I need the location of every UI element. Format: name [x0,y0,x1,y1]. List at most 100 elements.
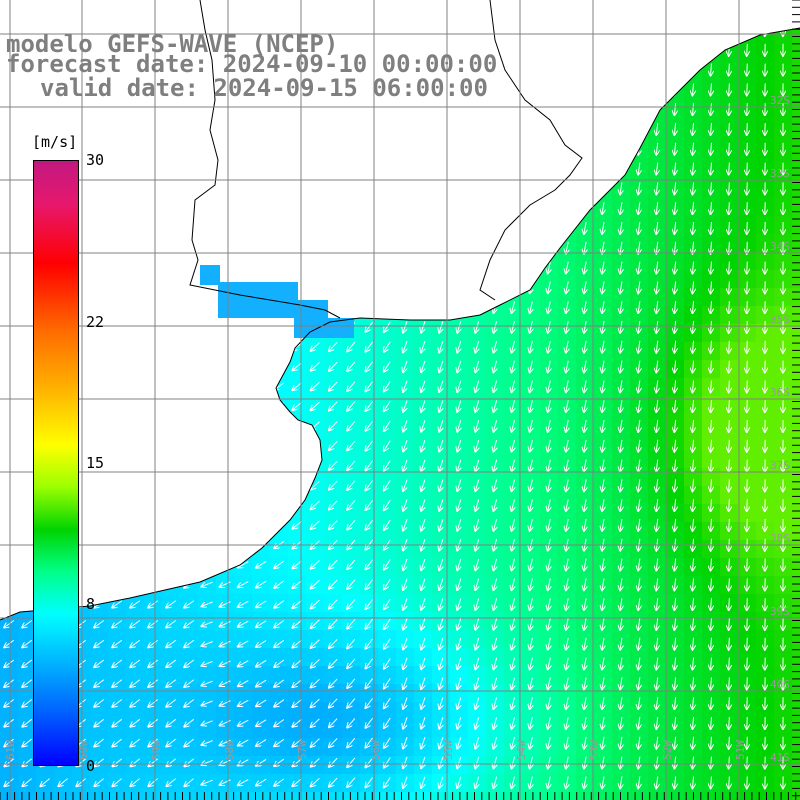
wind-cell [126,756,145,775]
wind-cell [648,306,667,325]
wind-cell [486,468,505,487]
wind-cell [774,288,793,307]
wind-cell [432,558,451,577]
wind-cell [342,756,361,775]
wind-cell [252,756,271,775]
wind-cell [522,288,541,307]
valid-date: valid date: 2024-09-15 06:00:00 [40,74,488,102]
wind-cell [396,792,415,800]
wind-cell [360,504,379,523]
wind-cell [522,360,541,379]
wind-cell [540,450,559,469]
wind-cell [306,576,325,595]
wind-cell [432,432,451,451]
wind-cell [720,468,739,487]
wind-cell [612,288,631,307]
wind-cell [504,450,523,469]
wind-cell [468,702,487,721]
wind-cell [270,792,289,800]
wind-cell [504,486,523,505]
wind-cell [360,360,379,379]
wind-cell [162,612,181,631]
wind-cell [306,702,325,721]
wind-cell [468,486,487,505]
wind-cell [666,270,685,289]
wind-cell [342,684,361,703]
wind-cell [180,774,199,793]
wind-cell [756,468,775,487]
wind-cell [666,252,685,271]
wind-cell [0,792,19,800]
wind-cell [792,126,800,145]
wind-cell [576,306,595,325]
wind-cell [558,630,577,649]
wind-cell [432,612,451,631]
wind-cell [144,612,163,631]
wind-cell [450,630,469,649]
wind-cell [702,486,721,505]
wind-cell [144,702,163,721]
wind-cell [756,108,775,127]
wind-cell [630,792,649,800]
wind-cell [486,558,505,577]
wind-cell [306,666,325,685]
wind-cell [468,432,487,451]
wind-cell [684,504,703,523]
wind-cell [126,738,145,757]
wind-cell [342,702,361,721]
wind-cell [792,468,800,487]
wind-cell [252,594,271,613]
wind-cell [252,666,271,685]
wind-cell [540,702,559,721]
wind-cell [468,450,487,469]
wind-cell [108,702,127,721]
wind-cell [324,684,343,703]
wind-cell [414,414,433,433]
wind-vector [747,162,748,175]
wind-cell [360,666,379,685]
wind-cell [414,360,433,379]
wind-cell [468,612,487,631]
wind-cell [756,252,775,271]
wind-cell [648,450,667,469]
wind-cell [792,198,800,217]
wind-cell [396,378,415,397]
colorbar-tick-label: 22 [86,312,105,331]
wind-cell [630,486,649,505]
wind-cell [18,774,37,793]
wind-cell [432,360,451,379]
wind-cell [558,306,577,325]
wind-cell [162,684,181,703]
wind-cell [0,774,19,793]
wind-cell [450,702,469,721]
wind-cell [396,450,415,469]
wind-cell [486,684,505,703]
wind-cell [540,270,559,289]
wind-cell [270,540,289,559]
wind-cell [630,450,649,469]
wind-cell [306,342,325,361]
wind-cell [108,738,127,757]
wind-vector [747,261,748,274]
wind-cell [198,612,217,631]
wind-cell [756,306,775,325]
wind-cell [738,450,757,469]
wind-cell [792,396,800,415]
wind-cell [594,306,613,325]
wind-vector [747,697,748,709]
wind-cell [756,72,775,91]
wind-cell [432,486,451,505]
wind-cell [738,486,757,505]
latitude-label: 34S [770,240,790,253]
wind-cell [324,702,343,721]
wind-cell [666,108,685,127]
colorbar-tick-label: 8 [86,595,96,614]
wind-cell [558,450,577,469]
latitude-label: 35S [770,313,790,326]
wind-cell [414,486,433,505]
wind-cell [774,90,793,109]
wind-vector [747,340,748,353]
wind-cell [144,684,163,703]
wind-cell [792,486,800,505]
wind-cell [396,468,415,487]
